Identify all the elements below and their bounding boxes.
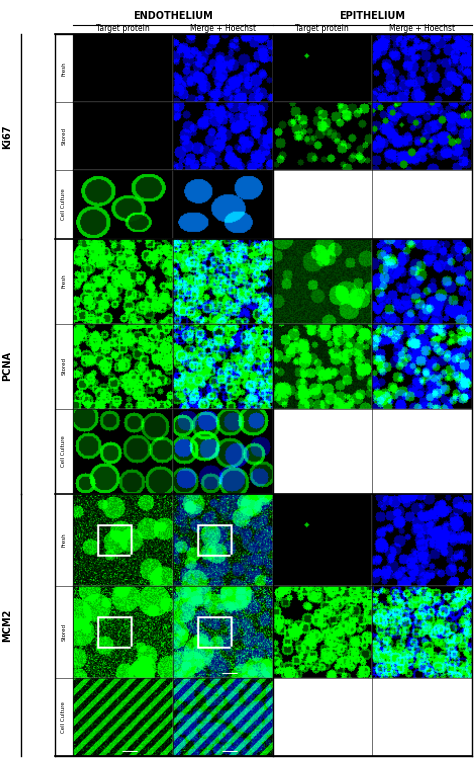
Text: Target protein: Target protein [295,24,349,33]
Text: Fresh: Fresh [62,274,66,289]
Text: Cell Culture: Cell Culture [62,188,66,220]
Text: Stored: Stored [62,357,66,375]
Text: Stored: Stored [62,623,66,641]
Text: EPITHELIUM: EPITHELIUM [339,11,405,21]
Text: Fresh: Fresh [62,533,66,547]
Text: PCNA: PCNA [2,351,12,382]
Text: MCM2: MCM2 [2,609,12,641]
Text: Ki67: Ki67 [2,124,12,149]
Text: Stored: Stored [62,128,66,145]
Text: ENDOTHELIUM: ENDOTHELIUM [133,11,213,21]
Text: Target protein: Target protein [96,24,150,33]
Text: Merge + Hoechst: Merge + Hoechst [389,24,455,33]
Text: Cell Culture: Cell Culture [62,435,66,467]
Text: Fresh: Fresh [62,61,66,75]
Text: Cell Culture: Cell Culture [62,701,66,733]
Text: Merge + Hoechst: Merge + Hoechst [190,24,256,33]
